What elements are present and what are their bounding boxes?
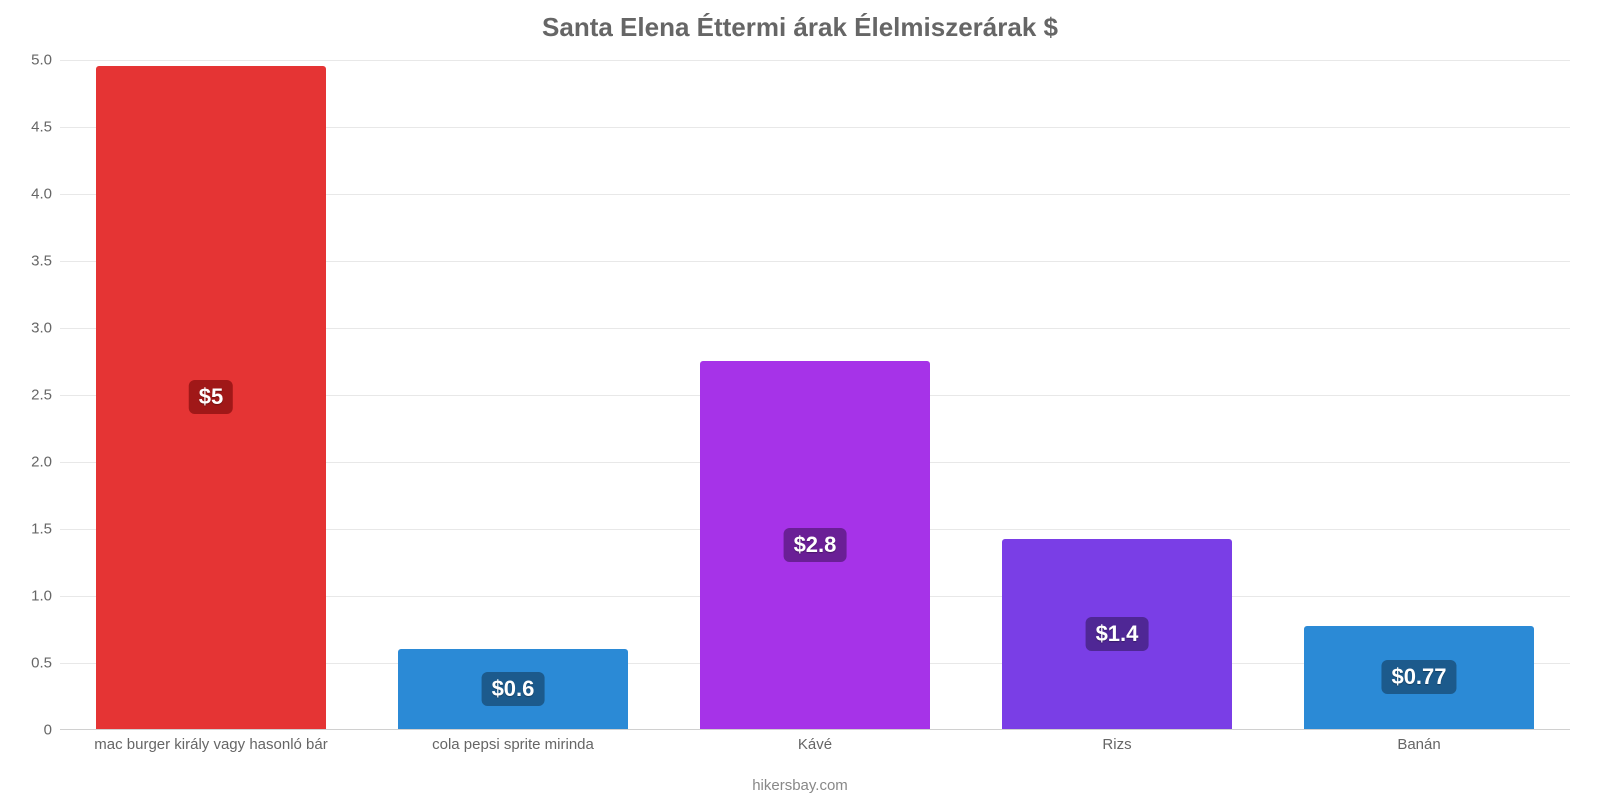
y-tick-label: 1.5 (10, 521, 52, 538)
bar-slot: $1.4 (966, 60, 1268, 729)
y-tick-label: 3.5 (10, 253, 52, 270)
value-badge: $0.77 (1381, 660, 1456, 694)
bar-slot: $5 (60, 60, 362, 729)
y-tick-label: 5.0 (10, 52, 52, 69)
value-badge: $2.8 (784, 528, 847, 562)
y-tick-label: 4.0 (10, 186, 52, 203)
bar: $5 (96, 66, 326, 729)
y-tick-label: 2.5 (10, 387, 52, 404)
bars-row: $5 $0.6 $2.8 $1.4 $0.77 (60, 60, 1570, 729)
x-axis-label: cola pepsi sprite mirinda (362, 736, 664, 753)
plot-area: 00.51.01.52.02.53.03.54.04.55.0 $5$0.6$2… (60, 60, 1570, 730)
bar-slot: $0.77 (1268, 60, 1570, 729)
y-tick-label: 0 (10, 722, 52, 739)
bar: $2.8 (700, 361, 930, 730)
y-tick-label: 0.5 (10, 655, 52, 672)
chart-title: Santa Elena Éttermi árak Élelmiszerárak … (0, 12, 1600, 43)
value-badge: $0.6 (482, 672, 545, 706)
bar-slot: $2.8 (664, 60, 966, 729)
price-bar-chart: Santa Elena Éttermi árak Élelmiszerárak … (0, 0, 1600, 800)
value-badge: $1.4 (1086, 617, 1149, 651)
x-axis-labels: mac burger király vagy hasonló bárcola p… (60, 736, 1570, 753)
y-tick-label: 4.5 (10, 119, 52, 136)
bar: $0.6 (398, 649, 628, 729)
x-axis-label: Banán (1268, 736, 1570, 753)
x-axis-label: Kávé (664, 736, 966, 753)
value-badge: $5 (189, 380, 233, 414)
x-axis-label: Rizs (966, 736, 1268, 753)
x-axis-label: mac burger király vagy hasonló bár (60, 736, 362, 753)
bar: $1.4 (1002, 539, 1232, 729)
attribution-text: hikersbay.com (0, 777, 1600, 794)
bar-slot: $0.6 (362, 60, 664, 729)
y-tick-label: 3.0 (10, 320, 52, 337)
bar: $0.77 (1304, 626, 1534, 729)
y-tick-label: 2.0 (10, 454, 52, 471)
y-tick-label: 1.0 (10, 588, 52, 605)
